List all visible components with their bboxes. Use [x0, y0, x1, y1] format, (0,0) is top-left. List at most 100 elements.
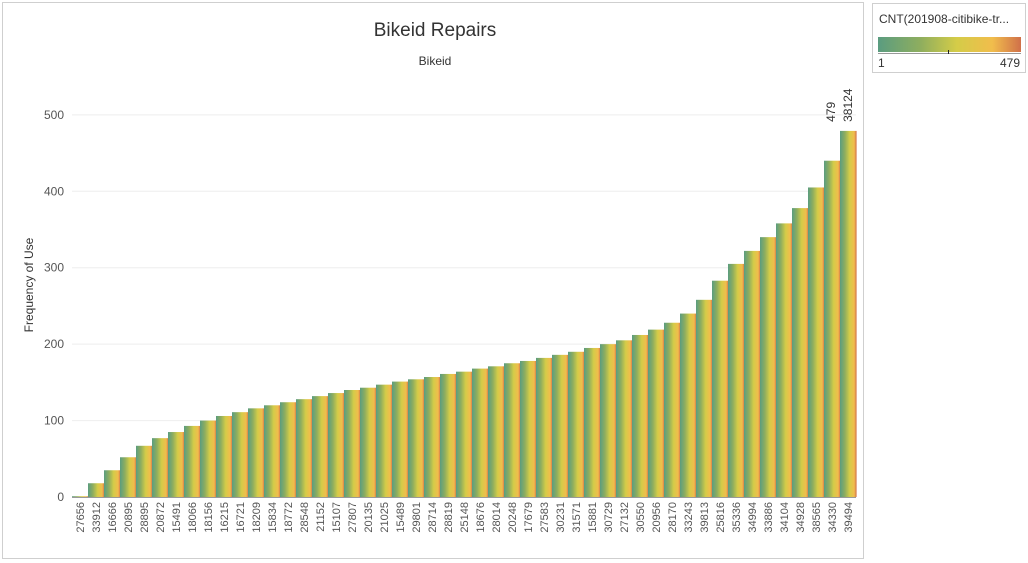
x-tick-label: 16666: [107, 502, 119, 533]
y-tick-label: 100: [44, 414, 64, 428]
bar: [312, 396, 329, 497]
chart-title: Bikeid Repairs: [374, 20, 497, 41]
bar: [776, 223, 793, 497]
x-tick-label: 34994: [747, 502, 759, 533]
bar: [440, 373, 457, 497]
x-tick-label: 30729: [603, 502, 615, 533]
bar: [88, 483, 105, 497]
legend-midpoint-tick: [948, 50, 949, 54]
bar: [728, 263, 745, 497]
x-tick-label: 15834: [267, 502, 279, 533]
bar: [360, 387, 377, 497]
x-tick-label: 34928: [795, 502, 807, 533]
x-tick-label: 29801: [411, 502, 423, 533]
bar: [504, 363, 521, 497]
x-tick-label: 15491: [171, 502, 183, 533]
x-tick-label: 27807: [347, 502, 359, 533]
max-bikeid-label: 38124: [841, 88, 855, 122]
x-tick-label: 18066: [187, 502, 199, 533]
x-tick-label: 30231: [555, 502, 567, 533]
x-tick-label: 18156: [203, 502, 215, 533]
bar: [488, 366, 505, 497]
bar: [328, 393, 345, 497]
x-tick-label: 21152: [315, 502, 327, 532]
x-tick-label: 33912: [91, 502, 103, 533]
x-tick-label: 39494: [843, 502, 855, 533]
bar: [72, 496, 89, 497]
x-tick-label: 33243: [683, 502, 695, 533]
x-tick-label: 18676: [475, 502, 487, 533]
x-tick-label: 15489: [395, 502, 407, 533]
bar: [712, 280, 729, 497]
bar: [600, 344, 617, 497]
bar: [296, 399, 313, 497]
bar: [536, 357, 553, 497]
bar: [376, 384, 393, 497]
bar: [120, 457, 137, 497]
x-tick-label: 16721: [235, 502, 247, 533]
bar: [456, 371, 473, 497]
bar: [568, 351, 585, 497]
y-axis: 0 100 200 300 400 500: [44, 108, 64, 504]
x-tick-label: 16215: [219, 502, 231, 533]
x-tick-label: 15107: [331, 502, 343, 533]
x-tick-label: 39813: [699, 502, 711, 533]
x-tick-label: 28819: [443, 502, 455, 533]
bar: [168, 432, 185, 497]
bar: [392, 381, 409, 497]
max-annotation: 479 38124: [824, 88, 855, 122]
x-tick-label: 17679: [523, 502, 535, 533]
bar: [584, 347, 601, 497]
x-tick-label: 28548: [299, 502, 311, 533]
y-tick-label: 500: [44, 108, 64, 122]
x-tick-label: 27583: [539, 502, 551, 533]
x-tick-label: 35336: [731, 502, 743, 533]
bar: [744, 250, 761, 497]
chart-panel: Bikeid Repairs Bikeid Frequency of Use 0…: [2, 2, 864, 559]
x-tick-label: 18772: [283, 502, 295, 533]
bar: [696, 299, 713, 497]
legend-color-ramp: [878, 37, 1021, 52]
y-tick-label: 200: [44, 337, 64, 351]
x-tick-label: 27132: [619, 502, 631, 533]
x-axis: 27656 33912 16666 20895 28895 20872 15491 18066…: [72, 497, 856, 533]
bar: [808, 187, 825, 497]
x-tick-label: 25148: [459, 502, 471, 533]
bar: [824, 160, 841, 497]
bar: [216, 415, 233, 497]
bar: [344, 390, 361, 497]
bar: [136, 445, 153, 497]
x-tick-label: 15881: [587, 502, 599, 533]
x-tick-label: 28714: [427, 502, 439, 533]
x-tick-label: 27656: [75, 502, 87, 533]
x-tick-label: 33886: [763, 502, 775, 533]
bar: [264, 405, 281, 497]
x-axis-title: Bikeid: [419, 54, 452, 68]
bar-chart: Bikeid Repairs Bikeid Frequency of Use 0…: [22, 20, 857, 533]
x-tick-label: 38565: [811, 502, 823, 533]
color-legend[interactable]: CNT(201908-citibike-tr... 1 479: [872, 3, 1026, 73]
legend-axis-line: [878, 53, 1021, 54]
x-tick-label: 28170: [667, 502, 679, 533]
x-tick-label: 25816: [715, 502, 727, 533]
x-tick-label: 34330: [827, 502, 839, 533]
bar: [232, 412, 249, 497]
bar: [648, 329, 665, 497]
x-tick-label: 34104: [779, 502, 791, 533]
bar: [472, 368, 489, 497]
bar: [200, 420, 217, 497]
y-tick-label: 0: [57, 490, 64, 504]
bar: [840, 130, 857, 497]
x-tick-label: 21025: [379, 502, 391, 533]
bar: [520, 360, 537, 497]
x-tick-label: 20956: [651, 502, 663, 533]
x-tick-label: 20895: [123, 502, 135, 533]
bar-series: [72, 130, 857, 497]
x-tick-label: 31571: [571, 502, 583, 533]
x-tick-label: 20248: [507, 502, 519, 533]
x-tick-label: 28014: [491, 502, 503, 533]
legend-title: CNT(201908-citibike-tr...: [879, 12, 1010, 26]
bar: [104, 470, 121, 497]
bar: [616, 340, 633, 497]
bar: [760, 237, 777, 497]
